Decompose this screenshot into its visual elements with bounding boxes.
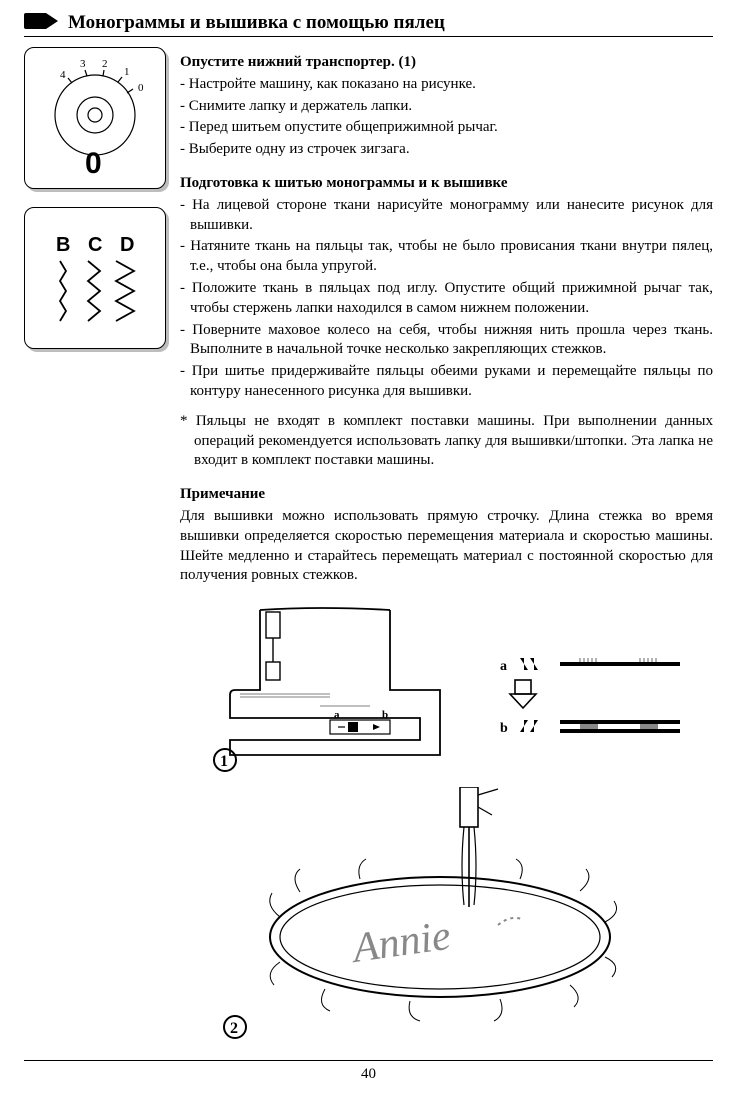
list-item: - Поверните маховое колесо на себя, чтоб… [180,321,713,361]
page-title: Монограммы и вышивка с помощью пялец [68,12,445,34]
figure-2-icon: Annie 2 [180,787,700,1047]
pointer-icon [24,13,58,34]
svg-text:B: B [56,234,70,256]
main-content: Опустите нижний транспортер. (1) - Настр… [180,47,713,1054]
section2-heading: Подготовка к шитью монограммы и к вышивк… [180,174,713,194]
svg-text:1: 1 [220,753,228,770]
dial-num-4: 4 [60,69,66,81]
section2-list: - На лицевой стороне ткани нарисуйте мон… [180,196,713,402]
sidebar-thumbnails: 0 1 2 3 4 0 B C D [24,47,166,1054]
svg-text:C: C [88,234,102,256]
svg-text:2: 2 [230,1020,238,1037]
svg-text:a: a [500,659,507,674]
list-item: - При шитье придерживайте пяльцы обеими … [180,362,713,402]
list-item: - Снимите лапку и держатель лапки. [180,97,713,117]
zigzag-stitch-icon: B C D [30,213,160,343]
dial-num-3: 3 [80,58,86,70]
list-item: - Настройте машину, как показано на рису… [180,75,713,95]
note-body: Для вышивки можно использовать прямую ст… [180,507,713,586]
page-number: 40 [0,1066,737,1083]
list-item: - Положите ткань в пяльцах под иглу. Опу… [180,279,713,319]
section1-list: - Настройте машину, как показано на рису… [180,75,713,160]
section1-heading: Опустите нижний транспортер. (1) [180,53,713,73]
svg-text:b: b [382,709,388,721]
svg-text:b: b [500,721,508,736]
page-title-row: Монограммы и вышивка с помощью пялец [24,12,713,37]
dial-num-2: 2 [102,58,108,70]
stitch-thumbnail: B C D [24,207,166,349]
stitch-dial-icon: 0 1 2 3 4 0 [30,53,160,183]
figures-area: a b 1 a [180,600,713,1054]
list-item: - Натяните ткань на пяльцы так, чтобы не… [180,237,713,277]
note-block: Примечание Для вышивки можно использоват… [180,485,713,586]
dial-display: 0 [85,147,102,180]
dial-num-0: 0 [138,82,144,94]
list-item: - На лицевой стороне ткани нарисуйте мон… [180,196,713,236]
svg-text:Annie: Annie [347,913,453,973]
dial-thumbnail: 0 1 2 3 4 0 [24,47,166,189]
asterisk-note: * Пяльцы не входят в комплект поставки м… [180,412,713,471]
footer-rule [24,1060,713,1061]
svg-text:D: D [120,234,134,256]
note-heading: Примечание [180,485,713,505]
list-item: - Перед шитьем опустите общеприжимной ры… [180,118,713,138]
dial-num-1: 1 [124,66,130,78]
list-item: - Выберите одну из строчек зигзага. [180,140,713,160]
figure-1-icon: a b 1 a [180,600,700,780]
svg-text:a: a [334,709,340,721]
